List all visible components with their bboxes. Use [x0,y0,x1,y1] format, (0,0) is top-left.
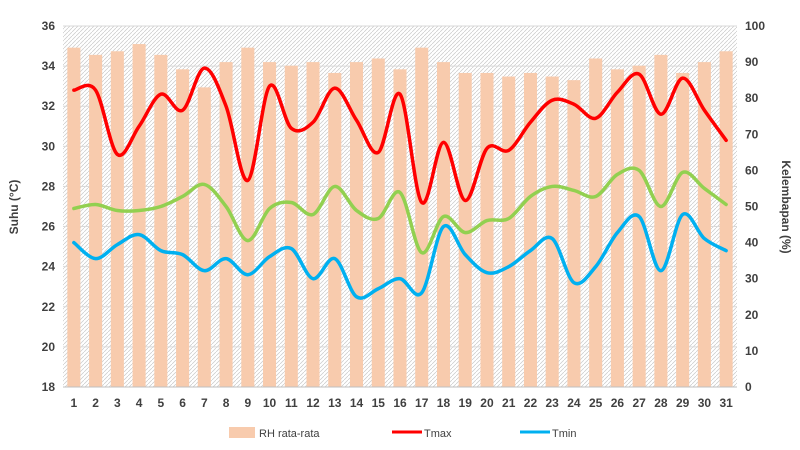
right-tick-label: 50 [745,200,759,214]
x-tick-label-19: 19 [459,396,473,410]
right-tick-label: 30 [745,272,759,286]
x-tick-label-5: 5 [157,396,164,410]
line-series-tmin [72,212,728,300]
right-tick-label: 80 [745,91,759,105]
line-series-tmax [72,66,728,205]
x-tick-label-30: 30 [698,396,712,410]
x-tick-label-14: 14 [350,396,364,410]
rh-bar-day-3 [110,51,124,388]
x-tick-label-12: 12 [306,396,320,410]
temperature-lines [72,66,728,300]
line-series-trata [72,166,728,255]
rh-bar-day-2 [89,54,103,387]
rh-bar-day-1 [67,47,81,387]
rh-bar-day-19 [458,72,472,388]
x-tick-label-29: 29 [676,396,690,410]
left-tick-label: 18 [42,380,56,394]
x-tick-label-31: 31 [719,396,733,410]
x-tick-label-23: 23 [546,396,560,410]
rh-bar-day-7 [197,87,211,388]
x-tick-label-21: 21 [502,396,516,410]
legend-swatch-rh [229,427,255,438]
right-tick-label: 70 [745,127,759,141]
x-tick-label-20: 20 [480,396,494,410]
right-axis-title: Kelembapan (%) [779,160,793,253]
left-tick-label: 24 [42,260,56,274]
left-tick-label: 34 [42,59,56,73]
rh-bar-day-5 [154,54,168,387]
rh-bar-day-9 [241,47,255,387]
rh-bar-day-12 [306,62,320,387]
left-axis-title: Suhu (°C) [7,180,21,235]
left-tick-label: 32 [42,99,56,113]
rh-bar-day-4 [132,44,146,388]
right-tick-label: 0 [745,380,752,394]
rh-bar-day-15 [371,58,385,388]
rh-bar-day-25 [589,58,603,388]
rh-bar-day-22 [523,72,537,388]
left-tick-label: 30 [42,139,56,153]
rh-bar-day-30 [697,62,711,387]
x-tick-label-24: 24 [567,396,581,410]
rh-bar-day-24 [567,80,581,388]
x-tick-label-4: 4 [136,396,143,410]
axes: 1820222426283032343601020304050607080901… [42,19,766,410]
x-tick-label-8: 8 [223,396,230,410]
left-tick-label: 22 [42,300,56,314]
left-tick-label: 28 [42,179,56,193]
right-tick-label: 10 [745,344,759,358]
rh-bar-day-14 [349,62,364,387]
x-tick-label-7: 7 [201,396,208,410]
rh-bar-day-13 [328,72,342,388]
right-tick-label: 40 [745,236,759,250]
rh-bar-day-31 [719,51,733,388]
right-tick-label: 20 [745,308,759,322]
legend-label-tmin: Tmin [552,428,576,440]
x-tick-label-11: 11 [285,396,298,410]
rh-bar-day-29 [676,72,690,388]
x-tick-label-10: 10 [263,396,277,410]
x-tick-label-6: 6 [179,396,186,410]
rh-bar-day-27 [632,65,646,388]
x-tick-label-13: 13 [328,396,342,410]
left-tick-label: 26 [42,220,56,234]
legend: RH rata-rata Tmax Tmin [229,427,576,440]
x-tick-label-26: 26 [611,396,625,410]
x-tick-label-9: 9 [244,396,251,410]
right-tick-label: 100 [745,19,765,33]
x-tick-label-1: 1 [71,396,78,410]
rh-bar-day-6 [176,69,190,387]
rh-bars [67,44,733,388]
rh-bar-day-26 [610,69,624,387]
x-tick-label-15: 15 [372,396,386,410]
left-tick-label: 20 [42,340,56,354]
rh-bar-day-28 [654,54,668,387]
x-tick-label-17: 17 [415,396,429,410]
left-tick-label: 36 [42,19,56,33]
x-tick-label-2: 2 [92,396,99,410]
rh-bar-day-20 [480,72,494,388]
rh-bar-day-17 [415,47,429,387]
rh-bar-day-10 [263,62,277,387]
x-tick-label-16: 16 [393,396,407,410]
rh-bar-day-8 [219,62,233,387]
x-tick-label-3: 3 [114,396,121,410]
rh-bar-day-16 [393,69,407,387]
x-tick-label-22: 22 [524,396,538,410]
right-tick-label: 90 [745,55,759,69]
legend-label-tmax: Tmax [424,428,452,440]
right-tick-label: 60 [745,163,759,177]
rh-bar-day-11 [284,65,298,388]
x-tick-label-27: 27 [632,396,646,410]
legend-label-rh: RH rata-rata [259,428,320,440]
x-tick-label-28: 28 [654,396,668,410]
x-tick-label-18: 18 [437,396,451,410]
x-tick-label-25: 25 [589,396,603,410]
rh-bar-day-23 [545,76,559,387]
rh-bar-day-21 [502,76,516,387]
